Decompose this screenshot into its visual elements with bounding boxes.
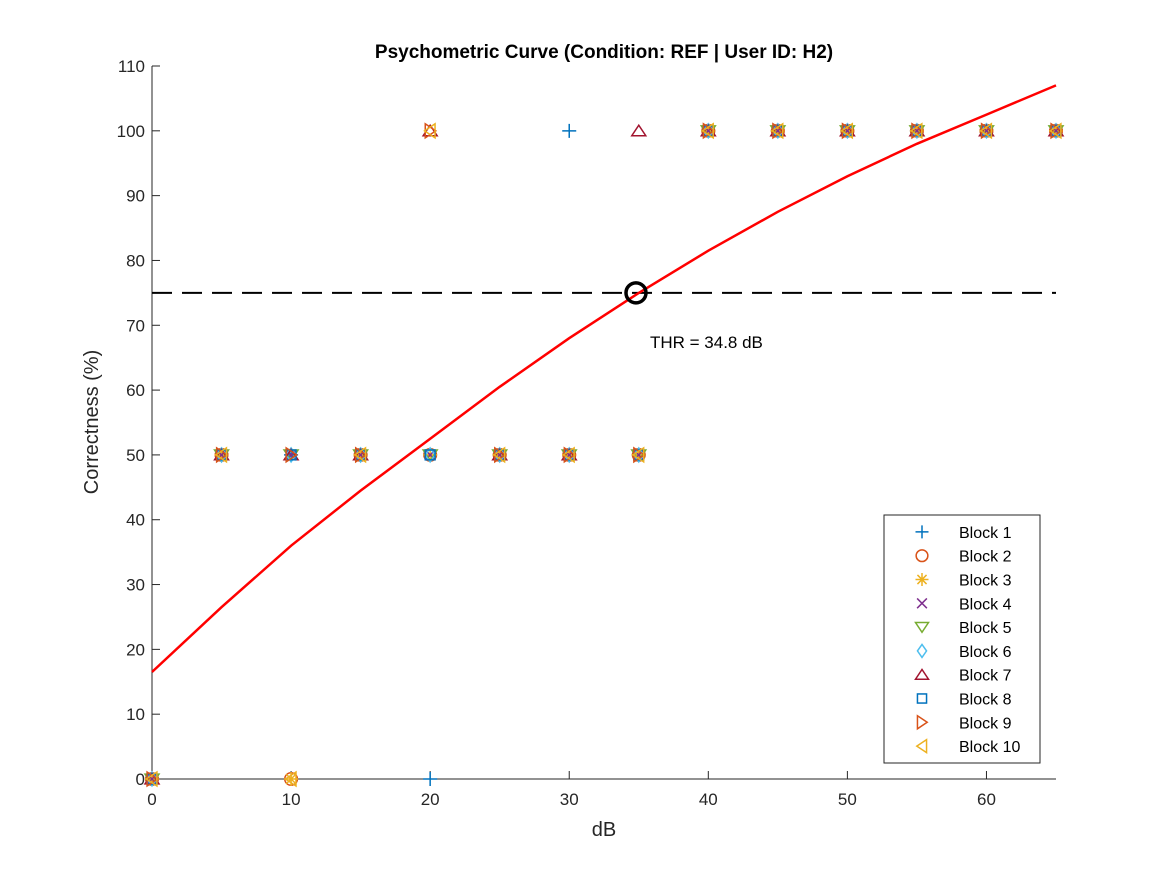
legend-marker: [915, 738, 928, 755]
data-point: [980, 125, 993, 137]
data-point: [284, 770, 297, 788]
legend-marker: [916, 693, 928, 704]
x-tick-label: 20: [421, 790, 440, 809]
legend-marker: [914, 668, 930, 680]
fit-curve: [151, 84, 1057, 673]
legend-label: Block 4: [959, 596, 1012, 613]
data-point: [632, 449, 645, 461]
data-point: [424, 449, 436, 461]
data-point: [493, 449, 506, 461]
y-tick-label: 30: [126, 576, 145, 595]
legend-label: Block 2: [959, 549, 1012, 566]
y-tick-label: 20: [126, 640, 145, 659]
legend-marker: [915, 525, 929, 539]
data-point: [770, 122, 784, 140]
axes: 0 10 20 30 40 50 60 0 10 20 30 40 50 60 70 80 90 100 110: [117, 57, 1056, 809]
data-point: [354, 449, 367, 461]
legend-marker: [916, 597, 928, 609]
x-tick-label: 50: [838, 790, 857, 809]
data-point: [840, 122, 854, 140]
data-point: [285, 446, 299, 464]
data-point: [421, 123, 439, 137]
x-tick-label: 10: [282, 790, 301, 809]
legend-marker: [916, 643, 928, 659]
data-point: [702, 125, 715, 137]
data-point: [630, 123, 648, 137]
x-tick-label: 60: [977, 790, 996, 809]
legend-box: [883, 514, 1041, 764]
legend-label: Block 1: [959, 525, 1012, 542]
data-point: [911, 125, 923, 137]
data-point: [146, 773, 158, 785]
y-tick-label: 70: [126, 316, 145, 335]
series-block-4: [146, 125, 1062, 785]
data-point: [701, 122, 714, 140]
data-point: [424, 446, 436, 464]
y-tick-label: 60: [126, 381, 145, 400]
chart-title: Psychometric Curve (Condition: REF | Use…: [375, 42, 833, 63]
y-tick-label: 100: [117, 122, 145, 141]
data-point: [1050, 125, 1062, 137]
data-point: [841, 125, 854, 137]
data-point: [772, 125, 784, 137]
legend-marker: [916, 714, 929, 731]
fit-curve-group: [151, 84, 1057, 673]
data-point: [909, 122, 923, 140]
y-tick-label: 0: [136, 770, 145, 789]
y-tick-label: 110: [118, 57, 145, 76]
legend-label: Block 8: [959, 692, 1012, 709]
data-point: [353, 446, 367, 464]
data-point: [423, 772, 438, 786]
data-point: [631, 446, 645, 464]
y-tick-label: 50: [126, 446, 145, 465]
legend-label: Block 9: [959, 715, 1012, 732]
series-block-10: [145, 122, 1062, 788]
x-tick-label: 40: [699, 790, 718, 809]
legend: Block 1 Block 2 Block 3 Block 4 Block 5 Block…: [883, 514, 1041, 764]
y-tick-label: 90: [126, 187, 145, 206]
data-point: [423, 122, 436, 140]
data-point: [215, 449, 228, 461]
legend-marker: [914, 621, 930, 634]
data-points-group: [143, 122, 1065, 788]
legend-label: Block 10: [959, 739, 1020, 756]
threshold-group: THR = 34.8 dB: [624, 281, 763, 352]
legend-label: Block 5: [959, 620, 1012, 637]
y-axis-label: Correctness (%): [81, 350, 103, 494]
data-point: [492, 446, 506, 464]
legend-label: Block 7: [959, 668, 1012, 685]
data-point: [979, 122, 993, 140]
y-tick-label: 80: [126, 251, 145, 270]
data-point: [284, 772, 299, 786]
threshold-label: THR = 34.8 dB: [650, 333, 763, 352]
data-point: [145, 770, 158, 788]
x-axis-label: dB: [592, 819, 616, 841]
legend-label: Block 6: [959, 644, 1012, 661]
data-point: [563, 449, 576, 461]
y-tick-label: 10: [126, 705, 145, 724]
y-tick-label: 40: [126, 511, 145, 530]
x-tick-label: 30: [560, 790, 579, 809]
legend-label: Block 3: [959, 573, 1012, 590]
data-point: [562, 123, 577, 138]
x-tick-label: 0: [147, 790, 156, 809]
data-point: [1049, 122, 1062, 140]
data-point: [562, 446, 575, 464]
legend-marker: [915, 549, 929, 563]
data-point: [424, 449, 436, 461]
data-point: [285, 449, 297, 461]
threshold-marker: [624, 281, 648, 305]
data-point: [214, 446, 228, 464]
legend-marker: [915, 573, 929, 586]
